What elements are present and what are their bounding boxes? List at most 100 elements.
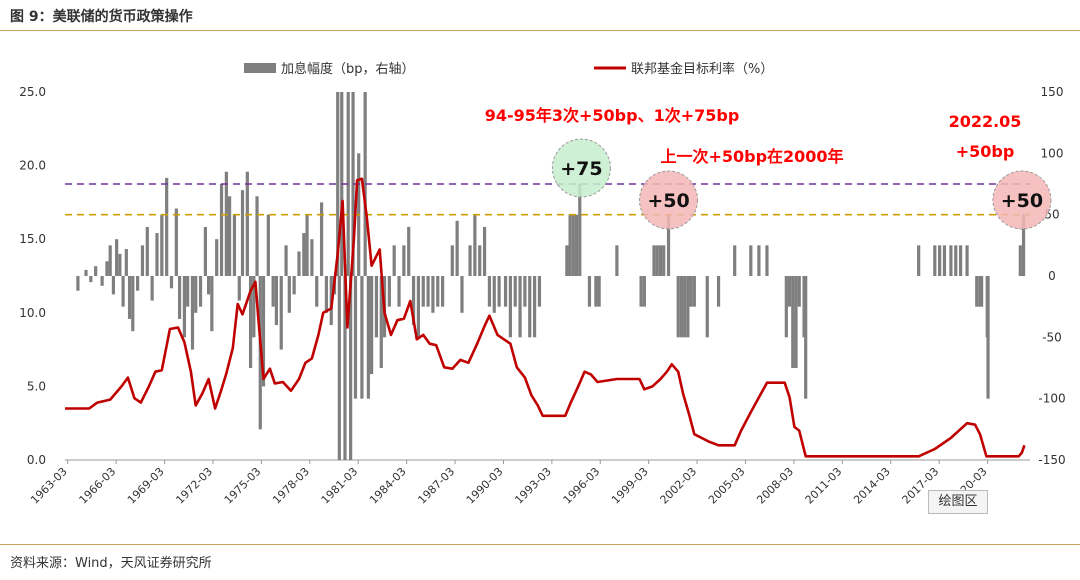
left-tick-label: 25.0 (19, 85, 46, 99)
plot-area-button[interactable]: 绘图区 (928, 490, 988, 514)
highlight-circle (551, 138, 611, 198)
x-tick-label: 1972-03 (173, 465, 215, 507)
bar-mark (450, 245, 454, 276)
bar-mark (513, 276, 517, 307)
left-tick-label: 5.0 (27, 379, 46, 393)
annotation-text: 2022.05 (949, 112, 1022, 131)
bar-mark (190, 276, 195, 350)
bar-mark (683, 276, 687, 338)
bar-mark (692, 276, 696, 307)
bar-mark (765, 245, 769, 276)
bar-mark (455, 220, 459, 276)
bar-mark (108, 245, 112, 276)
bar-mark (652, 245, 656, 276)
bar-mark (468, 245, 472, 276)
bar-mark (397, 276, 401, 307)
bar-mark (666, 214, 671, 276)
bar-mark (343, 276, 347, 460)
bar-mark (794, 276, 798, 368)
bar-mark (182, 276, 187, 338)
bar-mark (578, 184, 582, 276)
bar-mark (473, 214, 477, 276)
bar-mark (597, 276, 601, 307)
bar-mark (949, 245, 953, 276)
bar-mark (232, 214, 237, 276)
bar-mark (279, 276, 283, 350)
bar-mark (655, 245, 659, 276)
x-tick-label: 2014-03 (851, 465, 893, 507)
x-tick-label: 1990-03 (464, 465, 506, 507)
bar-mark (237, 276, 241, 301)
bar-mark (140, 245, 145, 276)
bar-mark (416, 276, 421, 338)
bar-mark (749, 245, 753, 276)
annotation-text: 94-95年3次+50bp、1次+75bp (485, 106, 740, 125)
bar-mark (274, 276, 278, 326)
bar-mark (118, 253, 122, 276)
right-tick-label: -50 (1042, 330, 1062, 344)
right-tick-label: -150 (1038, 453, 1065, 467)
bar-mark (716, 276, 721, 307)
annotation-text: +50bp (956, 142, 1015, 161)
bar-mark (248, 276, 253, 368)
circle-label: +50 (647, 190, 689, 212)
bar-mark (1021, 214, 1026, 276)
right-tick-label: -100 (1038, 392, 1065, 406)
bar-mark (379, 276, 383, 368)
bar-mark (186, 276, 190, 307)
bar-mark (353, 276, 358, 399)
bar-mark (431, 276, 435, 313)
bar-mark (642, 276, 646, 307)
bar-mark (177, 276, 182, 319)
right-tick-label: 100 (1041, 146, 1064, 160)
bar-mark (370, 276, 374, 375)
bar-mark (111, 276, 116, 295)
bar-mark (121, 276, 125, 307)
bar-mark (954, 245, 958, 276)
bar-mark (387, 276, 391, 307)
bar-mark (797, 276, 801, 307)
bar-mark (302, 233, 306, 276)
left-tick-label: 20.0 (19, 159, 46, 173)
bar-mark (975, 276, 979, 307)
bar-mark (615, 245, 619, 276)
bar-mark (587, 276, 592, 307)
bar-mark (441, 276, 445, 307)
circle-label: +75 (560, 158, 602, 180)
bar-mark (518, 276, 522, 338)
bar-mark (658, 245, 663, 276)
bar-mark (986, 276, 990, 399)
legend-bar-swatch (244, 63, 276, 73)
bar-mark (337, 276, 341, 460)
bar-mark (366, 276, 370, 399)
x-tick-label: 2011-03 (803, 465, 845, 507)
bar-mark (224, 171, 228, 276)
bar-mark (136, 276, 140, 291)
bar-mark (287, 276, 291, 313)
bar-mark (89, 276, 93, 283)
bar-mark (315, 276, 319, 307)
bar-mark (791, 276, 795, 368)
bar-mark (324, 276, 329, 313)
bar-mark (942, 245, 947, 276)
bar-mark (979, 276, 984, 307)
bar-mark (679, 276, 684, 338)
bar-mark (215, 239, 219, 276)
bar-mark (933, 245, 937, 276)
x-tick-label: 2008-03 (754, 465, 796, 507)
bar-mark (284, 245, 288, 276)
bar-mark (426, 276, 430, 307)
bar-mark (245, 171, 249, 276)
bar-mark (169, 276, 174, 289)
bar-mark (523, 276, 527, 307)
bar-mark (478, 245, 482, 276)
bar-mark (705, 276, 709, 338)
bar-mark (574, 214, 579, 276)
bar-mark (1018, 245, 1022, 276)
bar-mark (292, 276, 296, 295)
right-tick-label: 150 (1041, 85, 1064, 99)
bar-mark (124, 249, 128, 276)
bar-mark (959, 245, 963, 276)
bar-mark (145, 226, 149, 276)
bar-mark (115, 239, 119, 276)
